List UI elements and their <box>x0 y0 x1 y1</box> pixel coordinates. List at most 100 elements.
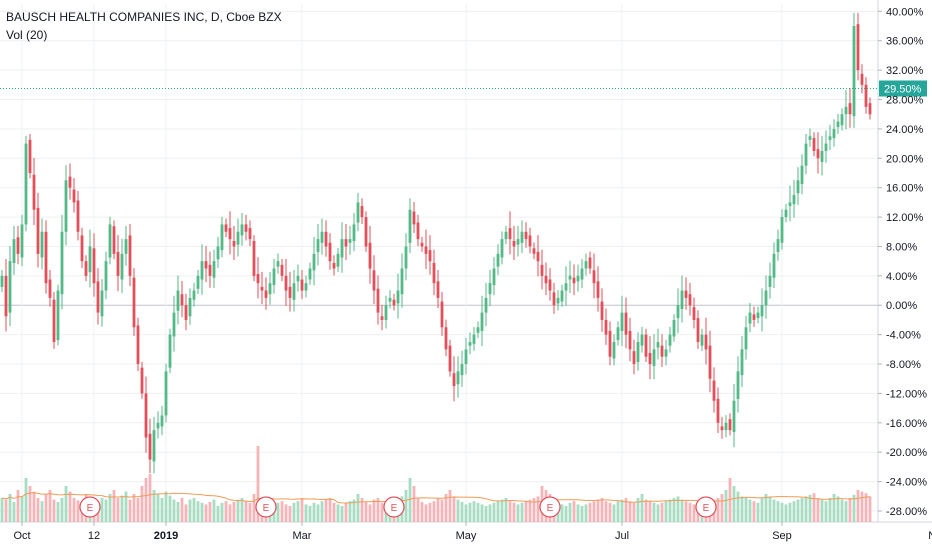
y-tick-label: -4.00% <box>886 330 921 342</box>
candle-body <box>772 253 776 278</box>
volume-bar <box>56 502 60 522</box>
candle-body <box>648 353 652 365</box>
volume-bar <box>228 504 232 522</box>
candle-body <box>176 290 180 311</box>
volume-bar <box>528 499 532 522</box>
volume-bar <box>616 501 620 522</box>
candle-body <box>828 136 832 140</box>
candle-body <box>688 294 692 306</box>
volume-bar <box>208 502 212 522</box>
volume-bar <box>368 504 372 522</box>
volume-bar <box>100 498 104 522</box>
candle-body <box>708 345 712 379</box>
candle-body <box>680 290 684 309</box>
volume-bar <box>840 499 844 522</box>
volume-bar <box>668 499 672 522</box>
earnings-marker[interactable] <box>255 496 277 518</box>
candle-body <box>120 253 124 280</box>
volume-bar <box>696 506 700 522</box>
candle-body <box>240 224 244 236</box>
volume-bar <box>476 502 480 522</box>
volume-bar <box>456 499 460 522</box>
candle-body <box>840 114 844 126</box>
volume-bar <box>216 506 220 522</box>
volume-bar <box>680 499 684 522</box>
candle-body <box>288 286 292 298</box>
volume-bar <box>192 498 196 522</box>
volume-bar <box>244 501 248 522</box>
chart-title: BAUSCH HEALTH COMPANIES INC, D, Cboe BZX <box>6 10 282 24</box>
volume-bar <box>12 502 16 522</box>
candle-body <box>260 286 264 291</box>
earnings-marker[interactable] <box>79 496 101 518</box>
earnings-marker[interactable] <box>539 496 561 518</box>
candle-body <box>628 330 632 350</box>
volume-bar <box>348 501 352 522</box>
candle-body <box>164 371 168 416</box>
candle-body <box>796 180 800 194</box>
candle-body <box>808 136 812 140</box>
indicator-legend[interactable]: Vol (20) <box>6 28 48 42</box>
candle-body <box>16 237 20 254</box>
candle-body <box>864 84 868 107</box>
volume-bar <box>692 504 696 522</box>
y-tick-label: 12.00% <box>886 212 924 224</box>
volume-bar <box>316 504 320 522</box>
volume-bar <box>504 498 508 522</box>
candle-body <box>564 283 568 291</box>
candle-body <box>720 426 724 431</box>
candle-body <box>232 240 236 247</box>
volume-bar <box>408 478 412 522</box>
candle-body <box>576 275 580 282</box>
y-tick-label: -16.00% <box>886 418 927 430</box>
candle-body <box>216 246 220 260</box>
volume-bar <box>720 494 724 522</box>
candle-body <box>844 106 848 115</box>
volume-bar <box>816 498 820 522</box>
earnings-marker[interactable] <box>383 496 405 518</box>
volume-bar <box>632 502 636 522</box>
candle-body <box>192 290 196 300</box>
earnings-marker-label: E <box>703 503 710 514</box>
volume-bar <box>812 493 816 522</box>
candle-body <box>144 393 148 438</box>
time-axis[interactable]: Oct122019MarMayJulSepNov16 <box>13 522 932 542</box>
candle-body <box>800 165 804 185</box>
volume-bar <box>424 504 428 522</box>
candle-body <box>220 224 224 251</box>
volume-bar <box>728 478 732 522</box>
candle-body <box>112 226 116 254</box>
candle-body <box>308 268 312 280</box>
volume-bar <box>676 496 680 522</box>
volume-bar <box>756 502 760 522</box>
volume-bar <box>320 501 324 522</box>
volume-bar <box>120 495 124 522</box>
earnings-marker[interactable] <box>695 496 717 518</box>
volume-bar <box>784 504 788 522</box>
candle-body <box>228 228 232 240</box>
price-axis[interactable]: 40.00% 36.00% 32.00% 28.00% 24.00% 20.00% 16.0… <box>878 6 927 518</box>
volume-bar <box>804 496 808 522</box>
candle-body <box>552 292 556 306</box>
candle-body <box>812 138 816 151</box>
candle-body <box>416 222 420 240</box>
volume-bar <box>596 499 600 522</box>
volume-bar <box>788 502 792 522</box>
volume-bar <box>0 498 4 522</box>
candle-body <box>40 231 44 258</box>
volume-ma-path <box>1 492 871 504</box>
candle-body <box>340 239 344 258</box>
candle-body <box>428 250 432 262</box>
volume-bar <box>768 496 772 522</box>
volume-bar <box>404 490 408 522</box>
volume-bar <box>776 501 780 522</box>
volume-bar <box>796 499 800 522</box>
candle-body <box>320 231 324 243</box>
chart-grid <box>0 0 932 523</box>
candle-body <box>376 288 380 313</box>
candle-body <box>716 398 720 423</box>
volume-bar <box>20 496 24 522</box>
candle-body <box>224 224 228 232</box>
